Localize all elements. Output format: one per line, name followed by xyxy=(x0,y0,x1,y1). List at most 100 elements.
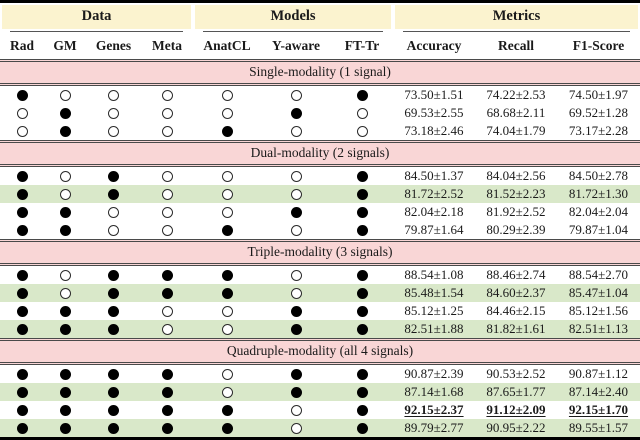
filled-circle-icon xyxy=(108,422,119,434)
metric-value: 91.12±2.09 xyxy=(486,402,546,417)
dot-cell xyxy=(86,284,141,302)
dot-cell xyxy=(86,104,141,122)
dot-cell xyxy=(331,302,393,320)
metric-value: 79.87±1.64 xyxy=(404,222,464,237)
dot-cell xyxy=(0,203,44,221)
dot-cell xyxy=(331,419,393,437)
dot-cell xyxy=(141,419,193,437)
filled-circle-icon xyxy=(221,422,233,434)
table-row: 85.12±1.25 84.46±2.15 85.12±1.56 xyxy=(0,302,640,320)
filled-circle-icon xyxy=(59,206,71,218)
metric-value: 89.55±1.57 xyxy=(568,420,629,435)
column-header-recall: Recall xyxy=(498,38,534,53)
filled-circle-icon xyxy=(221,404,233,416)
column-header-rad: Rad xyxy=(9,38,34,53)
dot-cell xyxy=(141,104,193,122)
dot-cell xyxy=(0,266,44,284)
filled-circle-icon xyxy=(59,107,71,119)
dot-cell xyxy=(44,86,86,104)
dot-cell xyxy=(44,284,86,302)
empty-circle-icon xyxy=(290,125,302,137)
empty-circle-icon xyxy=(16,125,28,137)
dot-cell xyxy=(0,86,44,104)
empty-circle-icon xyxy=(161,323,173,335)
filled-circle-icon xyxy=(356,368,368,380)
filled-circle-icon xyxy=(356,224,368,236)
empty-circle-icon xyxy=(108,224,119,236)
header-group-cell-models: Models xyxy=(193,3,393,32)
table-row: 79.87±1.64 80.29±2.39 79.87±1.04 xyxy=(0,221,640,239)
metric-value: 92.15±1.70 xyxy=(568,402,629,417)
dot-cell xyxy=(193,383,261,401)
empty-circle-icon xyxy=(221,305,233,317)
dot-cell xyxy=(86,365,141,383)
table-row: 92.15±2.37 91.12±2.09 92.15±1.70 xyxy=(0,401,640,419)
empty-circle-icon xyxy=(221,323,233,335)
filled-circle-icon xyxy=(16,323,28,335)
empty-circle-icon xyxy=(161,125,173,137)
dot-cell xyxy=(44,185,86,203)
metric-value: 69.53±2.55 xyxy=(404,105,464,120)
dot-cell xyxy=(0,284,44,302)
table-row: 82.04±2.18 81.92±2.52 82.04±2.04 xyxy=(0,203,640,221)
dot-cell xyxy=(0,320,44,338)
filled-circle-icon xyxy=(108,323,119,335)
dot-cell xyxy=(193,167,261,185)
dot-cell xyxy=(44,401,86,419)
dot-cell xyxy=(331,365,393,383)
table-row: 84.50±1.37 84.04±2.56 84.50±2.78 xyxy=(0,167,640,185)
metric-value: 81.92±2.52 xyxy=(486,204,546,219)
metric-value: 74.04±1.79 xyxy=(486,123,546,138)
dot-cell xyxy=(86,185,141,203)
dot-cell xyxy=(86,401,141,419)
column-header-f1-score: F1-Score xyxy=(572,38,625,53)
filled-circle-icon xyxy=(16,224,28,236)
dot-cell xyxy=(44,419,86,437)
section-header: Quadruple-modality (all 4 signals) xyxy=(0,338,640,365)
column-header-ft-tr: FT-Tr xyxy=(344,38,380,53)
empty-circle-icon xyxy=(221,89,233,101)
dot-cell xyxy=(0,122,44,140)
metric-value: 68.68±2.11 xyxy=(486,105,546,120)
table-row: 73.18±2.46 74.04±1.79 73.17±2.28 xyxy=(0,122,640,140)
filled-circle-icon xyxy=(16,269,28,281)
filled-circle-icon xyxy=(108,404,119,416)
header-group-cell-data: Data xyxy=(0,3,193,32)
column-header-anatcl: AnatCL xyxy=(203,38,251,53)
dot-cell xyxy=(0,302,44,320)
metric-value: 90.95±2.22 xyxy=(486,420,546,435)
dot-cell xyxy=(331,104,393,122)
empty-circle-icon xyxy=(161,89,173,101)
filled-circle-icon xyxy=(16,89,28,101)
group-underline-data xyxy=(10,31,183,32)
empty-circle-icon xyxy=(290,170,302,182)
dot-cell xyxy=(261,185,331,203)
empty-circle-icon xyxy=(161,206,173,218)
empty-circle-icon xyxy=(59,269,71,281)
dot-cell xyxy=(44,320,86,338)
section-header: Dual-modality (2 signals) xyxy=(0,140,640,167)
empty-circle-icon xyxy=(290,287,302,299)
metric-value: 81.82±1.61 xyxy=(486,321,546,336)
empty-circle-icon xyxy=(161,107,173,119)
filled-circle-icon xyxy=(161,386,173,398)
dot-cell xyxy=(141,203,193,221)
dot-cell xyxy=(141,383,193,401)
empty-circle-icon xyxy=(356,125,368,137)
dot-cell xyxy=(141,401,193,419)
metric-value: 89.79±2.77 xyxy=(404,420,464,435)
dot-cell xyxy=(331,167,393,185)
filled-circle-icon xyxy=(59,323,71,335)
header-group-models: Models xyxy=(195,5,391,29)
dot-cell xyxy=(193,203,261,221)
metric-value: 88.54±1.08 xyxy=(404,267,464,282)
dot-cell xyxy=(261,221,331,239)
dot-cell xyxy=(0,221,44,239)
filled-circle-icon xyxy=(108,305,119,317)
metric-value: 85.12±1.25 xyxy=(404,303,464,318)
dot-cell xyxy=(141,185,193,203)
dot-cell xyxy=(86,203,141,221)
filled-circle-icon xyxy=(108,287,119,299)
empty-circle-icon xyxy=(161,305,173,317)
dot-cell xyxy=(331,320,393,338)
